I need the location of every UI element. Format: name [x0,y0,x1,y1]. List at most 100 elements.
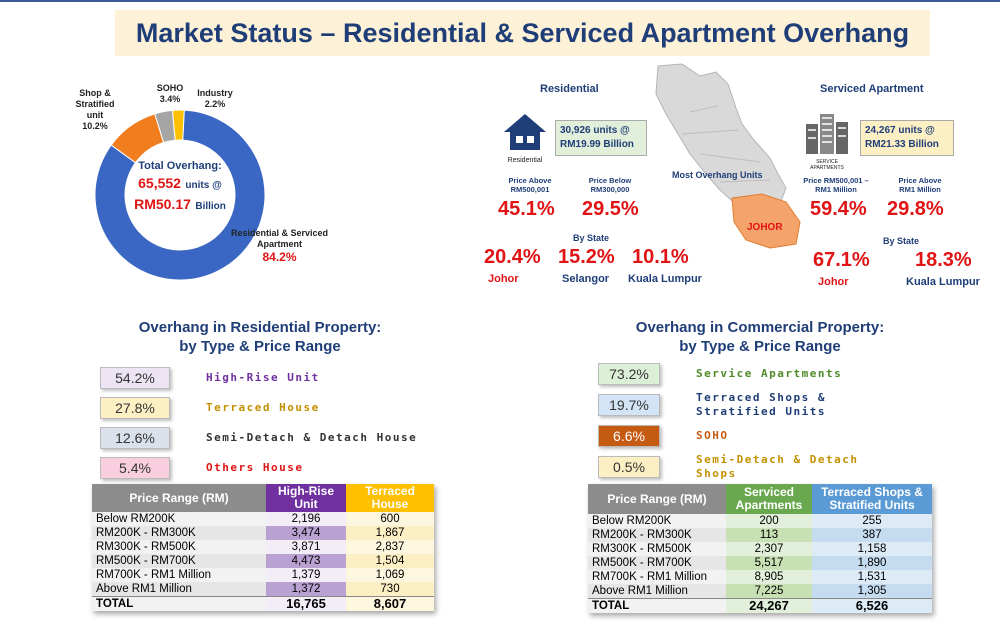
serviced-heading: Serviced Apartment [820,83,924,95]
donut-label-residential: Residential & Serviced Apartment 84.2% [222,228,337,265]
table-total-row: TOTAL 16,765 8,607 [92,596,434,611]
donut-label-residential-pct: 84.2% [262,250,297,264]
com-legend-label: Terraced Shops & Stratified Units [696,390,826,418]
donut-label-industry: Industry 2.2% [190,88,240,110]
table-total-row: TOTAL 24,267 6,526 [588,598,932,613]
res-legend-pct: 12.6% [100,427,170,449]
res-state-johor: Johor [488,273,519,285]
page-title: Market Status – Residential & Serviced A… [115,10,930,56]
sa-range-label: Price RM500,001 – RM1 Million [800,176,872,194]
res-legend-label: Semi-Detach & Detach House [206,431,418,444]
table-row: RM500K - RM700K 4,473 1,504 [92,554,434,568]
table-row: RM300K - RM500K 2,307 1,158 [588,542,932,556]
res-above-label: Price Above RM500,001 [500,176,560,194]
most-overhang-label: Most Overhang Units [672,170,763,180]
res-state-kl: Kuala Lumpur [628,273,702,285]
com-header-serviced: Serviced Apartments [726,484,812,514]
res-below-label-2: RM300,000 [590,185,630,194]
com-legend-pct: 6.6% [598,424,660,447]
table-row: Above RM1 Million 1,372 730 [92,582,434,597]
sa-range-label-1: Price RM500,001 – [803,176,869,185]
sa-above-label-1: Price Above [898,176,942,185]
sa-state-johor: Johor [818,276,849,288]
res-header-highrise: High-Rise Unit [266,484,346,512]
res-cell: 1,069 [346,568,434,582]
donut-label-shop-name: Shop & Stratified [75,88,115,109]
com-legend-row: 0.5% Semi-Detach & Detach Shops [598,451,898,482]
com-total-cell: 6,526 [812,598,932,613]
sa-by-state: By State [883,236,920,246]
table-row: RM500K - RM700K 5,517 1,890 [588,556,932,570]
com-cell: 387 [812,528,932,542]
house-icon: Residential [502,112,548,164]
house-icon-label: Residential [507,157,543,164]
res-legend-pct: 54.2% [100,367,170,389]
com-cell: 2,307 [726,542,812,556]
com-table: Price Range (RM) Serviced Apartments Ter… [588,484,932,613]
residential-value: RM19.99 Billion [560,139,634,150]
com-cell: 200 [726,514,812,528]
serviced-summary-box: 24,267 units @ RM21.33 Billion [860,120,954,156]
res-section-title-2: by Type & Price Range [179,338,341,355]
total-units: 65,552 [138,175,181,191]
res-above-label-1: Price Above [508,176,552,185]
residential-summary-box: 30,926 units @ RM19.99 Billion [555,120,647,156]
res-cell: 600 [346,512,434,526]
com-cell: 5,517 [726,556,812,570]
donut-label-shop-name2: unit [86,110,104,120]
donut-label-soho-pct: 3.4% [159,94,181,104]
res-below-label: Price Below RM300,000 [580,176,640,194]
res-above-pct: 45.1% [498,198,555,220]
res-cell: RM500K - RM700K [92,554,266,568]
sa-range-label-2: RM1 Million [815,185,857,194]
res-cell: 2,837 [346,540,434,554]
sa-state-pct-johor: 67.1% [813,249,870,271]
johor-region [731,193,801,249]
com-total-cell: TOTAL [588,598,726,613]
com-cell: RM200K - RM300K [588,528,726,542]
com-cell: 1,890 [812,556,932,570]
com-total-cell: 24,267 [726,598,812,613]
donut-label-industry-pct: 2.2% [204,99,226,109]
com-legend-label: Service Apartments [696,366,843,380]
building-icon-label: SERVICE APARTMENTS [810,159,844,171]
donut-slice-3 [171,109,185,141]
com-cell: 113 [726,528,812,542]
res-cell: Above RM1 Million [92,582,266,597]
res-cell: 3,474 [266,526,346,540]
com-legend-label: SOHO [696,428,729,442]
res-legend-row: 54.2% High-Rise Unit [100,363,445,393]
table-row: Above RM1 Million 7,225 1,305 [588,584,932,599]
com-section-title-2: by Type & Price Range [679,338,841,355]
johor-map-label: JOHOR [747,222,783,233]
total-units-suffix: units @ [185,180,222,191]
com-legend: 73.2% Service Apartments 19.7% Terraced Sho… [598,358,898,482]
sa-state-pct-kl: 18.3% [915,249,972,271]
com-legend-pct: 73.2% [598,362,660,385]
res-below-label-1: Price Below [588,176,632,185]
res-cell: 4,473 [266,554,346,568]
res-total-cell: 8,607 [346,596,434,611]
donut-label-shop-pct: 10.2% [82,121,108,131]
res-cell: 2,196 [266,512,346,526]
res-legend: 54.2% High-Rise Unit 27.8% Terraced House 12… [100,363,445,483]
overhang-donut-chart [94,109,266,281]
res-cell: 3,871 [266,540,346,554]
res-total-cell: TOTAL [92,596,266,611]
res-legend-label: High-Rise Unit [206,371,320,384]
table-row: RM200K - RM300K 113 387 [588,528,932,542]
top-border [0,0,1000,2]
com-legend-pct: 19.7% [598,393,660,416]
com-legend-row: 73.2% Service Apartments [598,358,898,389]
res-header-terraced: Terraced House [346,484,434,512]
com-section-title: Overhang in Commercial Property: by Type… [590,318,930,356]
res-cell: 1,504 [346,554,434,568]
com-cell: Below RM200K [588,514,726,528]
res-legend-label: Terraced House [206,401,320,414]
res-legend-row: 27.8% Terraced House [100,393,445,423]
total-overhang-label: Total Overhang: [138,160,222,172]
com-section-title-1: Overhang in Commercial Property: [635,319,885,336]
res-table: Price Range (RM) High-Rise Unit Terraced… [92,484,434,611]
table-row: RM300K - RM500K 3,871 2,837 [92,540,434,554]
res-cell: RM700K - RM1 Million [92,568,266,582]
